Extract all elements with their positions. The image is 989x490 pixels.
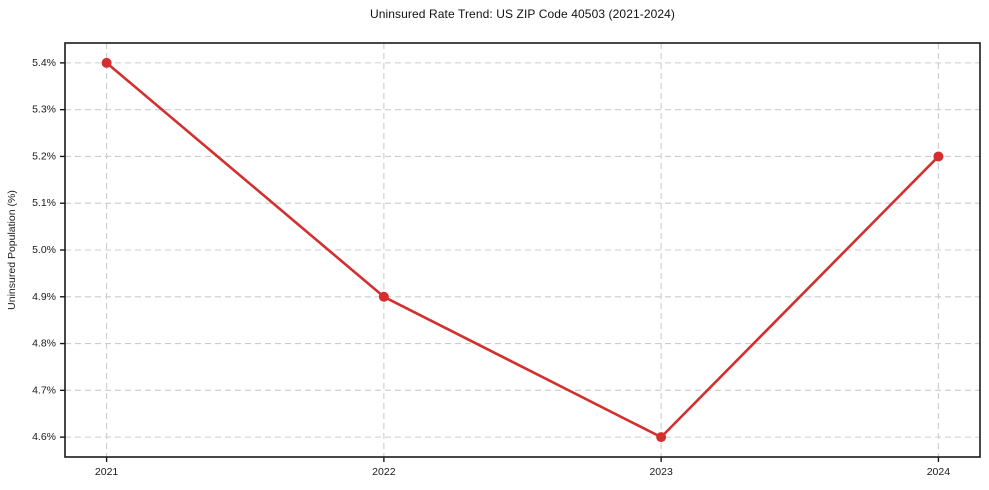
y-tick-label: 5.4%	[32, 57, 56, 69]
chart-title: Uninsured Rate Trend: US ZIP Code 40503 …	[369, 7, 676, 21]
data-point	[933, 151, 944, 162]
plot-border	[64, 42, 981, 458]
data-point	[101, 57, 112, 68]
y-tick-label: 4.6%	[32, 431, 56, 443]
data-point	[656, 432, 667, 443]
y-tick-label: 5.0%	[32, 244, 56, 256]
x-tick-label: 2023	[649, 466, 673, 478]
y-axis-label: Uninsured Population (%)	[6, 190, 18, 310]
x-tick-label: 2022	[372, 466, 396, 478]
y-tick-label: 5.1%	[32, 197, 56, 209]
y-tick-label: 4.7%	[32, 384, 56, 396]
trend-line	[105, 61, 940, 439]
y-tick-label: 4.9%	[32, 291, 56, 303]
x-tick-label: 2024	[927, 466, 951, 478]
data-point	[378, 291, 389, 302]
x-tick-label: 2021	[95, 466, 119, 478]
y-tick-label: 4.8%	[32, 338, 56, 350]
y-tick-label: 5.2%	[32, 150, 56, 162]
y-tick-label: 5.3%	[32, 104, 56, 116]
